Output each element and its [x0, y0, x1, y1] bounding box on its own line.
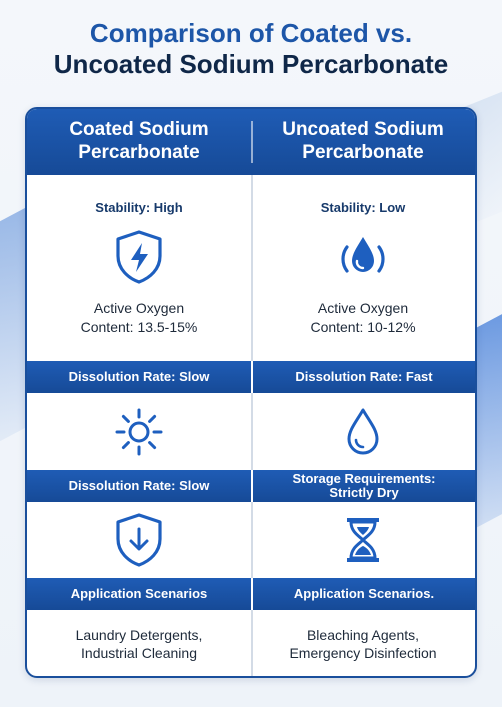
section-band: Dissolution Rate: Slow Storage Requireme…	[27, 470, 475, 502]
stability-coated: Stability: High Active Oxygen Content: 1…	[27, 175, 251, 361]
stability-row: Stability: High Active Oxygen Content: 1…	[27, 175, 475, 361]
shield-lightning-icon	[113, 229, 165, 285]
dissolution-coated-2: Dissolution Rate: Slow	[68, 477, 210, 493]
header-coated: Coated Sodium Percarbonate	[69, 119, 209, 163]
dissolution-uncoated: Dissolution Rate: Fast	[295, 368, 433, 384]
section-band: Application Scenarios Application Scenar…	[27, 578, 475, 610]
section-band: Dissolution Rate: Slow Dissolution Rate:…	[27, 361, 475, 393]
stability-label-uncoated: Stability: Low	[320, 200, 406, 216]
applications-coated: Laundry Detergents, Industrial Cleaning	[75, 626, 203, 661]
application-scenarios-coated: Application Scenarios	[70, 585, 208, 601]
comparison-table: Coated Sodium Percarbonate Uncoated Sodi…	[25, 107, 477, 678]
application-scenarios-uncoated: Application Scenarios.	[293, 585, 435, 601]
table-header: Coated Sodium Percarbonate Uncoated Sodi…	[27, 109, 475, 175]
sun-icon	[112, 405, 166, 459]
active-oxygen-uncoated: Active Oxygen Content: 10-12%	[310, 300, 416, 335]
applications-uncoated: Bleaching Agents, Emergency Disinfection	[289, 626, 437, 661]
band-divider	[251, 470, 253, 502]
water-drop-circle-icon	[335, 229, 391, 285]
icon-row	[27, 502, 475, 578]
active-oxygen-coated: Active Oxygen Content: 13.5-15%	[80, 300, 198, 335]
shield-check-icon	[113, 512, 165, 568]
page-title: Comparison of Coated vs. Uncoated Sodium…	[0, 18, 502, 79]
hourglass-icon	[341, 513, 385, 567]
band-divider	[251, 361, 253, 393]
water-drop-icon	[341, 405, 385, 459]
stability-label-coated: Stability: High	[95, 200, 183, 216]
icon-row	[27, 393, 475, 470]
dissolution-coated: Dissolution Rate: Slow	[68, 368, 210, 384]
band-divider	[251, 578, 253, 610]
title-line-1: Comparison of Coated vs.	[89, 18, 413, 48]
applications-row: Laundry Detergents, Industrial Cleaning …	[27, 610, 475, 676]
stability-uncoated: Stability: Low Active Oxygen Content: 10…	[251, 175, 475, 361]
header-uncoated: Uncoated Sodium Percarbonate	[282, 119, 444, 163]
header-divider	[251, 121, 253, 163]
title-line-2: Uncoated Sodium Percarbonate	[53, 48, 449, 79]
storage-requirements: Storage Requirements: Strictly Dry	[292, 470, 436, 500]
